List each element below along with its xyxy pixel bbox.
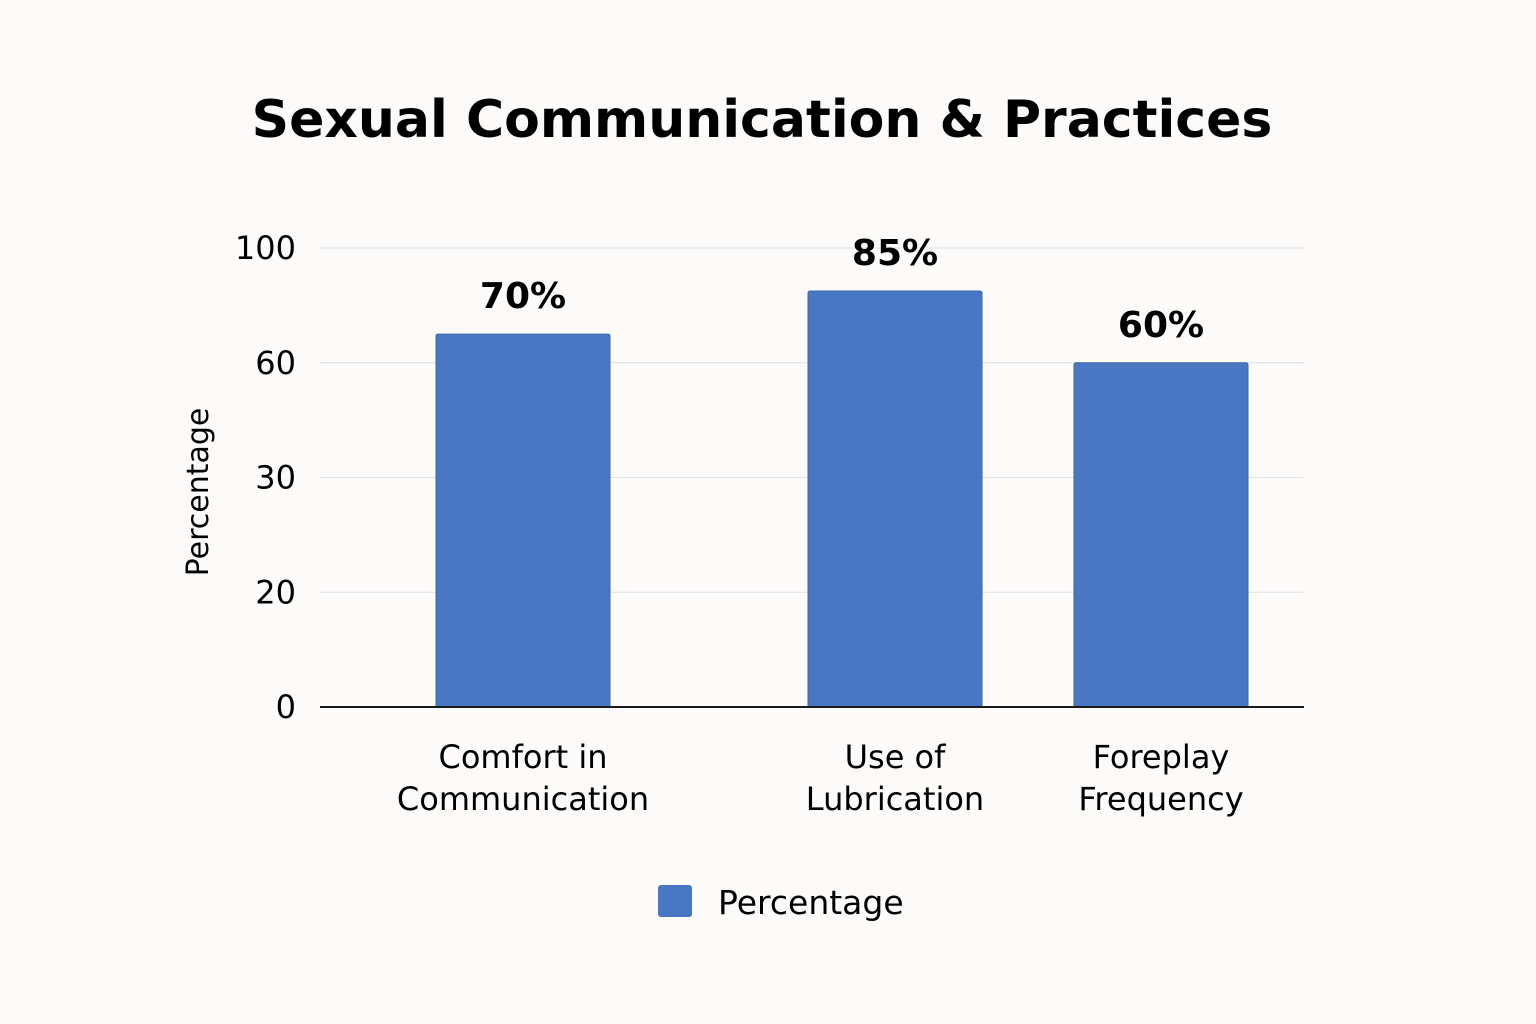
x-category-label-2-line-1: Use of — [845, 738, 947, 776]
x-category-label-2-line-2: Lubrication — [806, 780, 984, 818]
y-tick-label-0: 0 — [276, 688, 296, 726]
x-category-label-3-line-1: Foreplay — [1093, 738, 1230, 776]
bar-data-label-3: 60% — [1118, 305, 1204, 346]
x-category-label-1-line-2: Communication — [397, 780, 649, 818]
bar-3 — [1073, 362, 1249, 708]
chart-title: Sexual Communication & Practices — [252, 90, 1273, 150]
y-axis-label: Percentage — [181, 408, 216, 577]
bar-2 — [807, 290, 983, 708]
bar-1 — [435, 333, 611, 708]
x-category-label-1-line-1: Comfort in — [439, 738, 608, 776]
bar-data-label-1: 70% — [480, 276, 566, 317]
legend-swatch — [658, 885, 692, 917]
y-axis-ticks: 0 20 30 60 100 — [235, 229, 296, 726]
bar-data-label-2: 85% — [852, 233, 938, 274]
y-tick-label-20: 20 — [255, 573, 296, 611]
x-category-label-3-line-2: Frequency — [1078, 780, 1243, 818]
bar-data-labels: 70% 85% 60% — [480, 233, 1204, 346]
y-tick-label-30: 30 — [255, 459, 296, 497]
y-tick-label-100: 100 — [235, 229, 296, 267]
x-axis-categories: Comfort in Communication Use of Lubrication… — [397, 738, 1244, 818]
legend: Percentage — [658, 883, 904, 922]
bars — [435, 290, 1249, 708]
y-tick-label-60: 60 — [255, 344, 296, 382]
legend-label: Percentage — [718, 883, 904, 922]
